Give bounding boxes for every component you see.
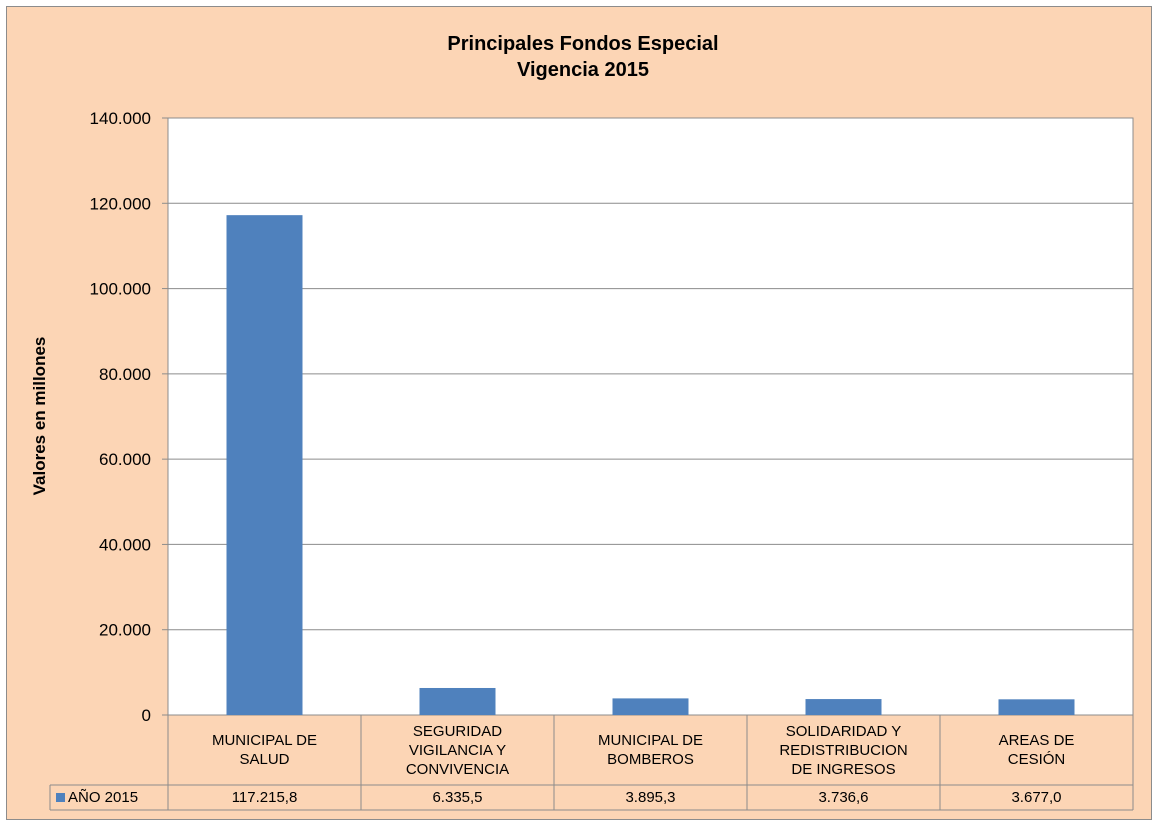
x-tick-label: SOLIDARIDAD Y REDISTRIBUCION DE INGRESOS [779, 722, 908, 778]
data-table-value: 3.736,6 [818, 789, 869, 806]
legend-label: AÑO 2015 [68, 789, 139, 806]
bar [419, 687, 496, 715]
y-tick-label: 100.000 [90, 280, 151, 299]
y-tick-label: 40.000 [99, 535, 151, 554]
y-tick-label: 20.000 [99, 621, 151, 640]
bar [226, 215, 303, 716]
x-tick-label: MUNICIPAL DE BOMBEROS [597, 732, 703, 768]
y-tick-label: 120.000 [90, 194, 151, 213]
x-tick-label: SEGURIDAD VIGILANCIA Y CONVIVENCIA [405, 722, 510, 778]
plot-area [167, 117, 1134, 716]
y-axis-label: Valores en millones [30, 337, 49, 496]
y-tick-label: 0 [142, 706, 151, 725]
chart-title: Principales Fondos Especial [447, 33, 718, 55]
y-tick-label: 80.000 [99, 365, 151, 384]
bar [998, 699, 1075, 715]
data-table-value: 3.895,3 [625, 789, 676, 806]
x-tick-label: AREAS DE CESIÓN [998, 732, 1075, 768]
y-tick-label: 60.000 [99, 450, 151, 469]
legend-swatch [56, 793, 65, 802]
data-table-value: 6.335,5 [432, 789, 483, 806]
y-tick-label: 140.000 [90, 109, 151, 128]
data-table-value: 3.677,0 [1011, 789, 1062, 806]
data-table-value: 117.215,8 [231, 789, 298, 806]
bar [805, 699, 882, 715]
chart-subtitle: Vigencia 2015 [517, 59, 649, 81]
bar [612, 698, 689, 715]
x-tick-label: MUNICIPAL DE SALUD [211, 732, 317, 768]
